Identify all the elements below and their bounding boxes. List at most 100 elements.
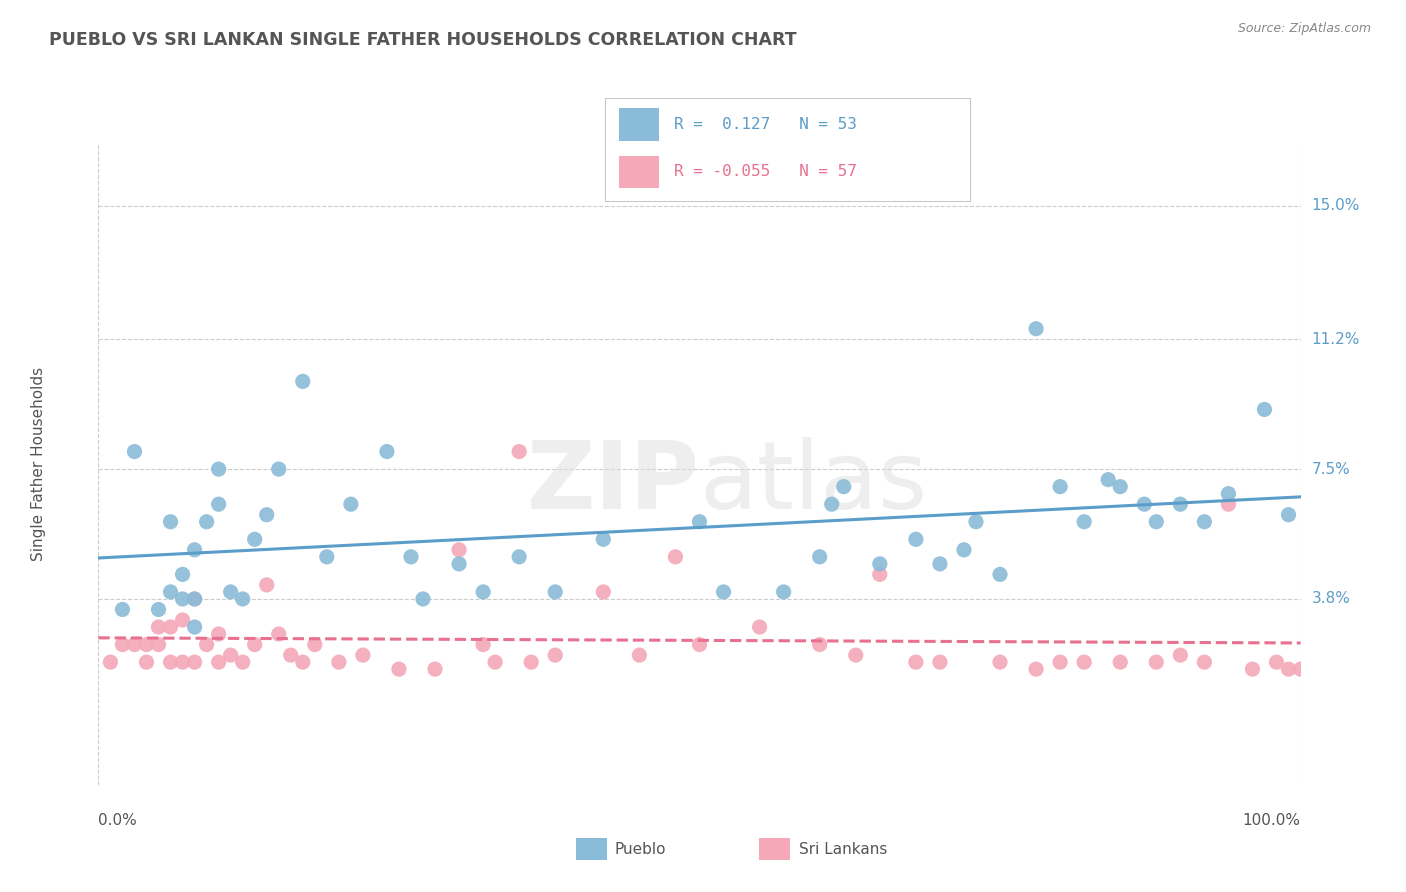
Point	[291, 375, 314, 389]
Point	[352, 648, 374, 662]
Point	[375, 444, 398, 458]
Text: 0.0%: 0.0%	[98, 813, 138, 828]
Point	[1025, 662, 1047, 676]
Point	[243, 638, 266, 652]
Point	[544, 648, 567, 662]
Point	[124, 638, 146, 652]
Point	[219, 648, 242, 662]
Point	[340, 497, 363, 511]
Point	[159, 620, 181, 634]
Point	[772, 585, 794, 599]
Point	[688, 638, 710, 652]
Point	[508, 444, 530, 458]
Point	[821, 497, 844, 511]
Text: Pueblo: Pueblo	[614, 842, 666, 856]
Point	[1218, 497, 1240, 511]
Point	[423, 662, 446, 676]
Point	[135, 638, 157, 652]
Point	[845, 648, 868, 662]
Point	[111, 638, 134, 652]
Point	[195, 515, 218, 529]
Bar	[619, 108, 659, 141]
Point	[904, 533, 927, 547]
Point	[928, 655, 950, 669]
Point	[965, 515, 987, 529]
Point	[1170, 648, 1192, 662]
Point	[1049, 655, 1071, 669]
Point	[592, 533, 614, 547]
Text: Single Father Households: Single Father Households	[31, 367, 46, 561]
Point	[1073, 655, 1095, 669]
Point	[208, 462, 231, 476]
Point	[267, 462, 290, 476]
Point	[688, 515, 710, 529]
Point	[399, 549, 422, 564]
Point	[1133, 497, 1156, 511]
Point	[520, 655, 543, 669]
Point	[135, 655, 157, 669]
Point	[172, 567, 194, 582]
Point	[664, 549, 686, 564]
Point	[159, 585, 181, 599]
Point	[328, 655, 350, 669]
Point	[1109, 655, 1132, 669]
Point	[183, 655, 205, 669]
Point	[243, 533, 266, 547]
Point	[195, 638, 218, 652]
Point	[808, 549, 831, 564]
Point	[208, 497, 231, 511]
Point	[1277, 508, 1299, 522]
Point	[159, 515, 181, 529]
Point	[1241, 662, 1264, 676]
Point	[832, 480, 855, 494]
Point	[713, 585, 735, 599]
Point	[508, 549, 530, 564]
Point	[183, 620, 205, 634]
Point	[1109, 480, 1132, 494]
Point	[869, 567, 891, 582]
Text: Sri Lankans: Sri Lankans	[799, 842, 887, 856]
Point	[1194, 515, 1216, 529]
Text: Source: ZipAtlas.com: Source: ZipAtlas.com	[1237, 22, 1371, 36]
Point	[267, 627, 290, 641]
Point	[232, 591, 254, 606]
Bar	[619, 155, 659, 188]
Point	[159, 655, 181, 669]
Point	[953, 542, 976, 557]
Point	[1277, 662, 1299, 676]
Text: R =  0.127   N = 53: R = 0.127 N = 53	[673, 117, 856, 132]
Point	[544, 585, 567, 599]
Text: 15.0%: 15.0%	[1312, 198, 1360, 213]
Point	[148, 620, 170, 634]
Point	[748, 620, 770, 634]
Point	[1144, 655, 1167, 669]
Text: 11.2%: 11.2%	[1312, 332, 1360, 347]
Point	[869, 557, 891, 571]
Point	[304, 638, 326, 652]
Point	[472, 638, 495, 652]
Point	[1049, 480, 1071, 494]
Point	[592, 585, 614, 599]
Point	[256, 508, 278, 522]
Point	[148, 602, 170, 616]
Point	[1097, 473, 1119, 487]
Point	[183, 591, 205, 606]
Point	[988, 655, 1011, 669]
Text: ZIP: ZIP	[527, 437, 699, 529]
Point	[472, 585, 495, 599]
Text: 7.5%: 7.5%	[1312, 461, 1350, 476]
Point	[124, 444, 146, 458]
Point	[988, 567, 1011, 582]
Point	[1144, 515, 1167, 529]
Point	[412, 591, 434, 606]
Text: R = -0.055   N = 57: R = -0.055 N = 57	[673, 164, 856, 179]
Point	[219, 585, 242, 599]
Text: PUEBLO VS SRI LANKAN SINGLE FATHER HOUSEHOLDS CORRELATION CHART: PUEBLO VS SRI LANKAN SINGLE FATHER HOUSE…	[49, 31, 797, 49]
Point	[1073, 515, 1095, 529]
Point	[1170, 497, 1192, 511]
Point	[904, 655, 927, 669]
Point	[928, 557, 950, 571]
Point	[208, 627, 231, 641]
Point	[172, 655, 194, 669]
Point	[1265, 655, 1288, 669]
